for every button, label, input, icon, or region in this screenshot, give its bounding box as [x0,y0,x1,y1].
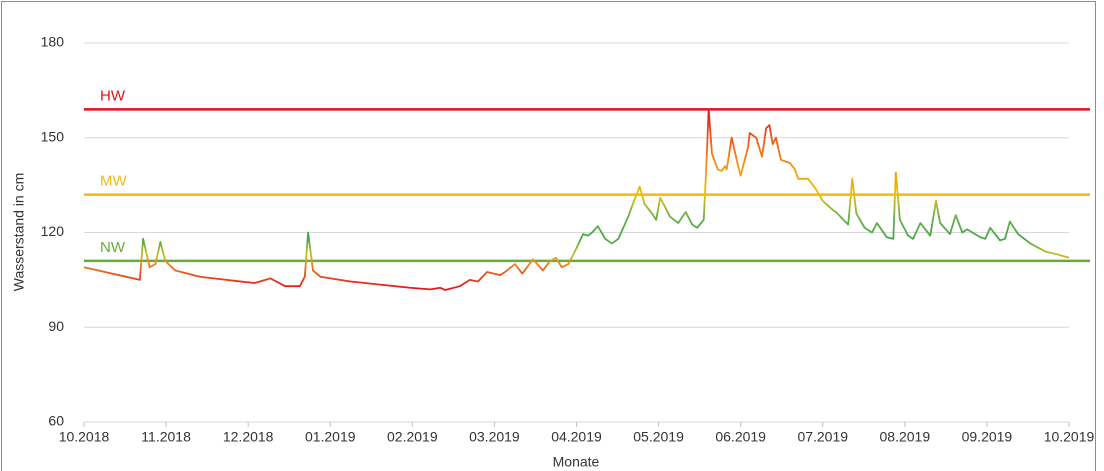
x-axis-label: Monate [553,454,600,470]
x-tick-label: 07.2019 [797,429,848,445]
x-tick-label: 03.2019 [469,429,520,445]
y-tick-label: 120 [41,223,65,239]
y-tick-label: 60 [48,413,64,429]
data-line [83,108,1070,291]
x-tick-label: 12.2018 [223,429,274,445]
reference-label: HW [100,87,126,104]
x-tick-label: 09.2019 [962,429,1013,445]
x-tick-label: 10.2018 [59,429,110,445]
x-tick-label: 04.2019 [551,429,602,445]
y-axis-label: Wasserstand in cm [11,173,27,292]
x-tick-label: 11.2018 [141,429,191,445]
y-tick-label: 180 [41,34,65,50]
x-tick-label: 05.2019 [633,429,684,445]
x-tick-label: 06.2019 [715,429,766,445]
x-tick-label: 10.2019 [1044,429,1095,445]
x-tick-label: 08.2019 [880,429,931,445]
y-tick-label: 90 [48,318,64,334]
reference-label: NW [100,239,126,256]
x-tick-label: 01.2019 [305,429,356,445]
y-tick-label: 150 [41,128,65,144]
x-tick-label: 02.2019 [387,429,438,445]
reference-label: MW [100,173,127,190]
